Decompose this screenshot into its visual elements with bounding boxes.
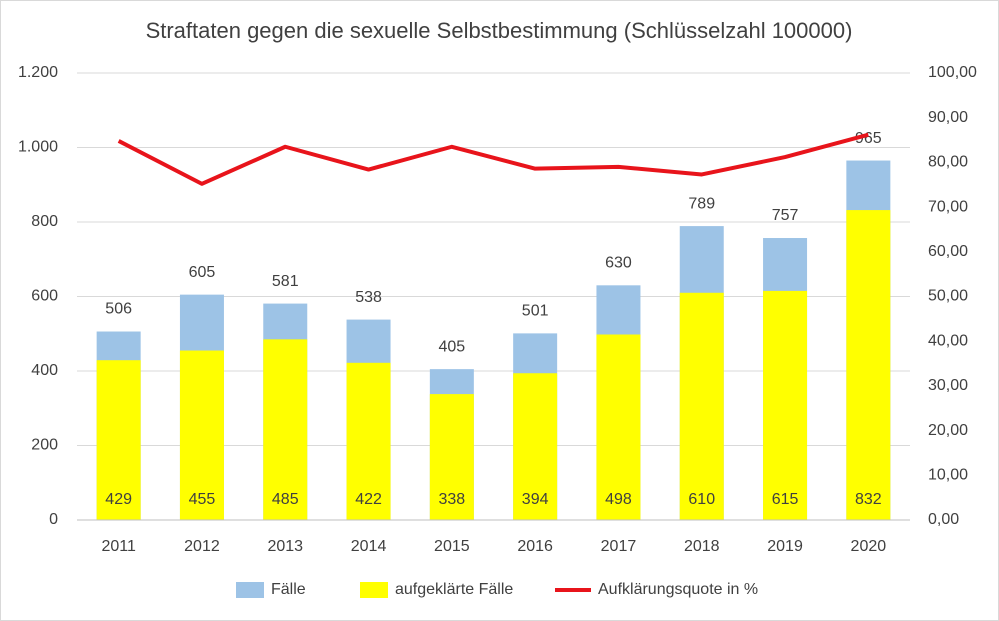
data-label: 538 [355,289,382,306]
y2-tick-label: 60,00 [928,243,968,260]
x-tick-label: 2020 [851,538,887,555]
y-tick-label: 200 [31,437,58,454]
legend-label: aufgeklärte Fälle [395,581,513,598]
x-tick-label: 2014 [351,538,387,555]
data-label: 506 [105,301,132,318]
data-label: 610 [688,491,715,508]
bar [679,292,724,520]
y2-tick-label: 40,00 [928,332,968,349]
data-label: 789 [688,195,715,212]
y-tick-label: 800 [31,213,58,230]
data-label: 485 [272,491,299,508]
y-tick-label: 1.200 [18,64,58,81]
bar [513,373,558,520]
x-tick-label: 2011 [101,538,136,555]
y-tick-label: 400 [31,362,58,379]
bar [763,290,808,520]
y2-tick-label: 20,00 [928,422,968,439]
y-tick-label: 600 [31,288,58,305]
y2-tick-label: 0,00 [928,511,959,528]
data-label: 338 [438,491,465,508]
bar [429,394,474,520]
y-tick-label: 1.000 [18,139,58,156]
bar [263,339,308,520]
data-label: 630 [605,255,632,272]
data-label: 757 [772,207,799,224]
y-tick-label: 0 [49,511,58,528]
data-label: 455 [189,491,216,508]
y2-tick-label: 30,00 [928,377,968,394]
bar [596,334,641,520]
y2-tick-label: 50,00 [928,288,968,305]
bar [96,360,141,520]
x-tick-label: 2016 [517,538,553,555]
y2-tick-label: 100,00 [928,64,977,81]
chart-title: Straftaten gegen die sexuelle Selbstbest… [146,18,853,43]
line [117,132,869,186]
x-tick-label: 2017 [601,538,637,555]
x-tick-label: 2012 [184,538,220,555]
data-label: 429 [105,491,132,508]
legend-swatch [236,582,264,598]
data-label: 501 [522,303,549,320]
legend-swatch [360,582,388,598]
x-tick-label: 2019 [767,538,803,555]
x-tick-label: 2015 [434,538,470,555]
data-label: 405 [438,338,465,355]
data-label: 422 [355,491,382,508]
data-label: 832 [855,491,882,508]
y2-tick-label: 70,00 [928,198,968,215]
bar [179,350,224,520]
data-label: 965 [855,130,882,147]
data-label: 615 [772,491,799,508]
data-label: 394 [522,491,549,508]
y2-tick-label: 90,00 [928,109,968,126]
x-tick-label: 2018 [684,538,720,555]
data-label: 605 [189,264,216,281]
bar [346,362,391,520]
x-tick-label: 2013 [267,538,303,555]
bar [846,210,891,520]
legend-label: Fälle [271,581,306,598]
y2-tick-label: 10,00 [928,467,968,484]
legend-label: Aufklärungsquote in % [598,581,758,598]
data-label: 581 [272,273,299,290]
data-label: 498 [605,491,632,508]
y2-tick-label: 80,00 [928,154,968,171]
